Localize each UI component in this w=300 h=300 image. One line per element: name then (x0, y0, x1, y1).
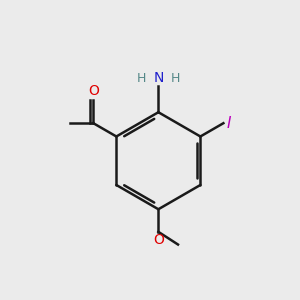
Text: I: I (226, 116, 231, 131)
Text: H: H (137, 71, 146, 85)
Text: O: O (153, 233, 164, 247)
Text: N: N (153, 70, 164, 85)
Text: O: O (88, 84, 99, 98)
Text: H: H (170, 71, 180, 85)
